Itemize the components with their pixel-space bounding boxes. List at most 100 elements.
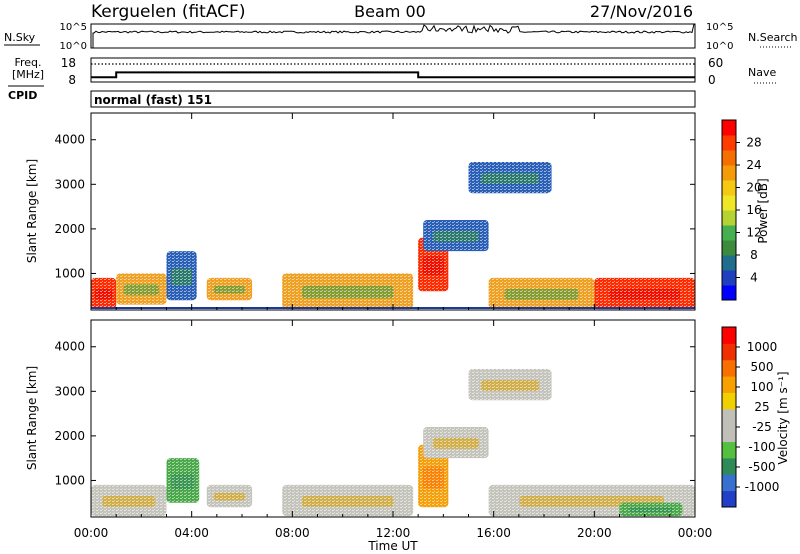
data-region (206, 484, 253, 508)
colorbar-tick-label: 24 (746, 158, 761, 172)
colorbar-segment (722, 343, 736, 361)
x-tick-label: 16:00 (476, 526, 511, 540)
y-tick-label: 2000 (54, 429, 85, 443)
colorbar-tick-label: 4 (750, 271, 758, 285)
colorbar-tick-label: -500 (748, 460, 775, 474)
data-region (91, 484, 167, 517)
y-tick-label: 4000 (54, 340, 85, 354)
colorbar-tick-label: 100 (751, 380, 774, 394)
data-region (166, 251, 197, 301)
freq-tick-high: 18 (61, 56, 76, 70)
velocity-panel: 1000 2000 3000 4000 Slant Range [km] 1000 50… (25, 319, 790, 518)
colorbar-segment (722, 457, 736, 475)
y-tick-label: 1000 (54, 473, 85, 487)
colorbar-tick-label: -25 (752, 420, 772, 434)
colorbar-tick-label: -1000 (745, 480, 780, 494)
colorbar-tick-label: 12 (746, 226, 761, 240)
y-tick-label: 3000 (54, 384, 85, 398)
colorbar-tick-label: 20 (746, 181, 761, 195)
y-tick-label: 4000 (54, 133, 85, 147)
x-tick-label: 12:00 (376, 526, 411, 540)
freq-tick-low: 8 (68, 73, 76, 87)
data-region (423, 426, 489, 459)
colorbar-segment (722, 120, 736, 136)
data-region (116, 273, 167, 305)
noise-sky-label: N.Sky (4, 31, 36, 44)
data-region (468, 369, 552, 401)
colorbar-segment (722, 441, 736, 459)
colorbar-segment (722, 376, 736, 393)
date-label: 27/Nov/2016 (590, 2, 693, 21)
power-data (91, 162, 695, 310)
colorbar-segment (722, 165, 736, 181)
data-region (468, 162, 552, 194)
nave-label: Nave (748, 66, 776, 79)
x-tick-label: 20:00 (577, 526, 612, 540)
y-tick-label: 2000 (54, 222, 85, 236)
nave-tick-high: 60 (708, 56, 723, 70)
colorbar-segment (722, 285, 736, 301)
frequency-panel: Freq. [MHz] 18 8 60 0 Nave CPID normal (… (8, 56, 776, 108)
velocity-ylabel: Slant Range [km] (25, 366, 39, 470)
colorbar-segment (722, 474, 736, 492)
data-region (594, 277, 695, 310)
colorbar-segment (722, 327, 736, 344)
noise-tick-low: 10^0 (60, 41, 87, 52)
noise-panel: N.Sky 10^5 10^0 10^5 10^0 N.Search (4, 22, 798, 52)
colorbar-tick-label: -100 (748, 440, 775, 454)
colorbar-segment (722, 180, 736, 196)
data-region (282, 484, 414, 517)
power-ylabel: Slant Range [km] (25, 159, 39, 263)
data-region (206, 277, 253, 301)
data-region (488, 277, 595, 310)
y-tick-label: 1000 (54, 266, 85, 280)
colorbar-segment (722, 210, 736, 226)
colorbar-segment (722, 490, 736, 508)
colorbar-tick-label: 25 (754, 400, 769, 414)
x-tick-label: 08:00 (275, 526, 310, 540)
cpid-label: CPID (8, 89, 37, 102)
colorbar-segment (722, 135, 736, 151)
noise-tick-high: 10^5 (60, 22, 87, 33)
data-region (166, 458, 200, 503)
colorbar-tick-label: 28 (746, 136, 761, 150)
x-tick-label: 04:00 (174, 526, 209, 540)
colorbar-segment (722, 392, 736, 410)
noise-search-label: N.Search (748, 31, 798, 44)
colorbar-segment (722, 225, 736, 241)
colorbar-segment (722, 408, 736, 426)
data-region (91, 277, 117, 310)
search-tick-high: 10^5 (706, 22, 733, 33)
colorbar-segment (722, 270, 736, 286)
search-tick-low: 10^0 (706, 41, 733, 52)
power-panel: 1000 2000 3000 4000 Slant Range [km] 4 8 12 16… (25, 112, 770, 311)
colorbar-tick-label: 16 (746, 203, 761, 217)
colorbar-segment (722, 150, 736, 166)
freq-unit-label: [MHz] (12, 68, 44, 81)
y-tick-label: 3000 (54, 177, 85, 191)
colorbar-tick-label: 1000 (747, 340, 778, 354)
colorbar-segment (722, 359, 736, 377)
cpid-value: normal (fast) 151 (94, 93, 212, 107)
colorbar-segment (722, 425, 736, 443)
data-region (619, 502, 683, 517)
data-region (282, 273, 414, 310)
beam-label: Beam 00 (354, 2, 426, 21)
freq-label: Freq. (14, 56, 41, 69)
velocity-data (91, 369, 695, 517)
x-tick-label: 00:00 (74, 526, 109, 540)
nave-tick-low: 0 (708, 73, 716, 87)
colorbar-tick-label: 500 (751, 360, 774, 374)
data-region (423, 219, 489, 252)
colorbar-tick-label: 8 (750, 248, 758, 262)
x-tick-label: 00:00 (678, 526, 713, 540)
colorbar-segment (722, 240, 736, 256)
colorbar-segment (722, 195, 736, 211)
velocity-colorbar-label: Velocity [m s⁻¹] (776, 371, 790, 464)
power-colorbar-label: Power [dB] (756, 178, 770, 243)
station-title: Kerguelen (fitACF) (91, 2, 245, 22)
colorbar-segment (722, 255, 736, 271)
x-axis-label: Time UT (367, 539, 418, 553)
